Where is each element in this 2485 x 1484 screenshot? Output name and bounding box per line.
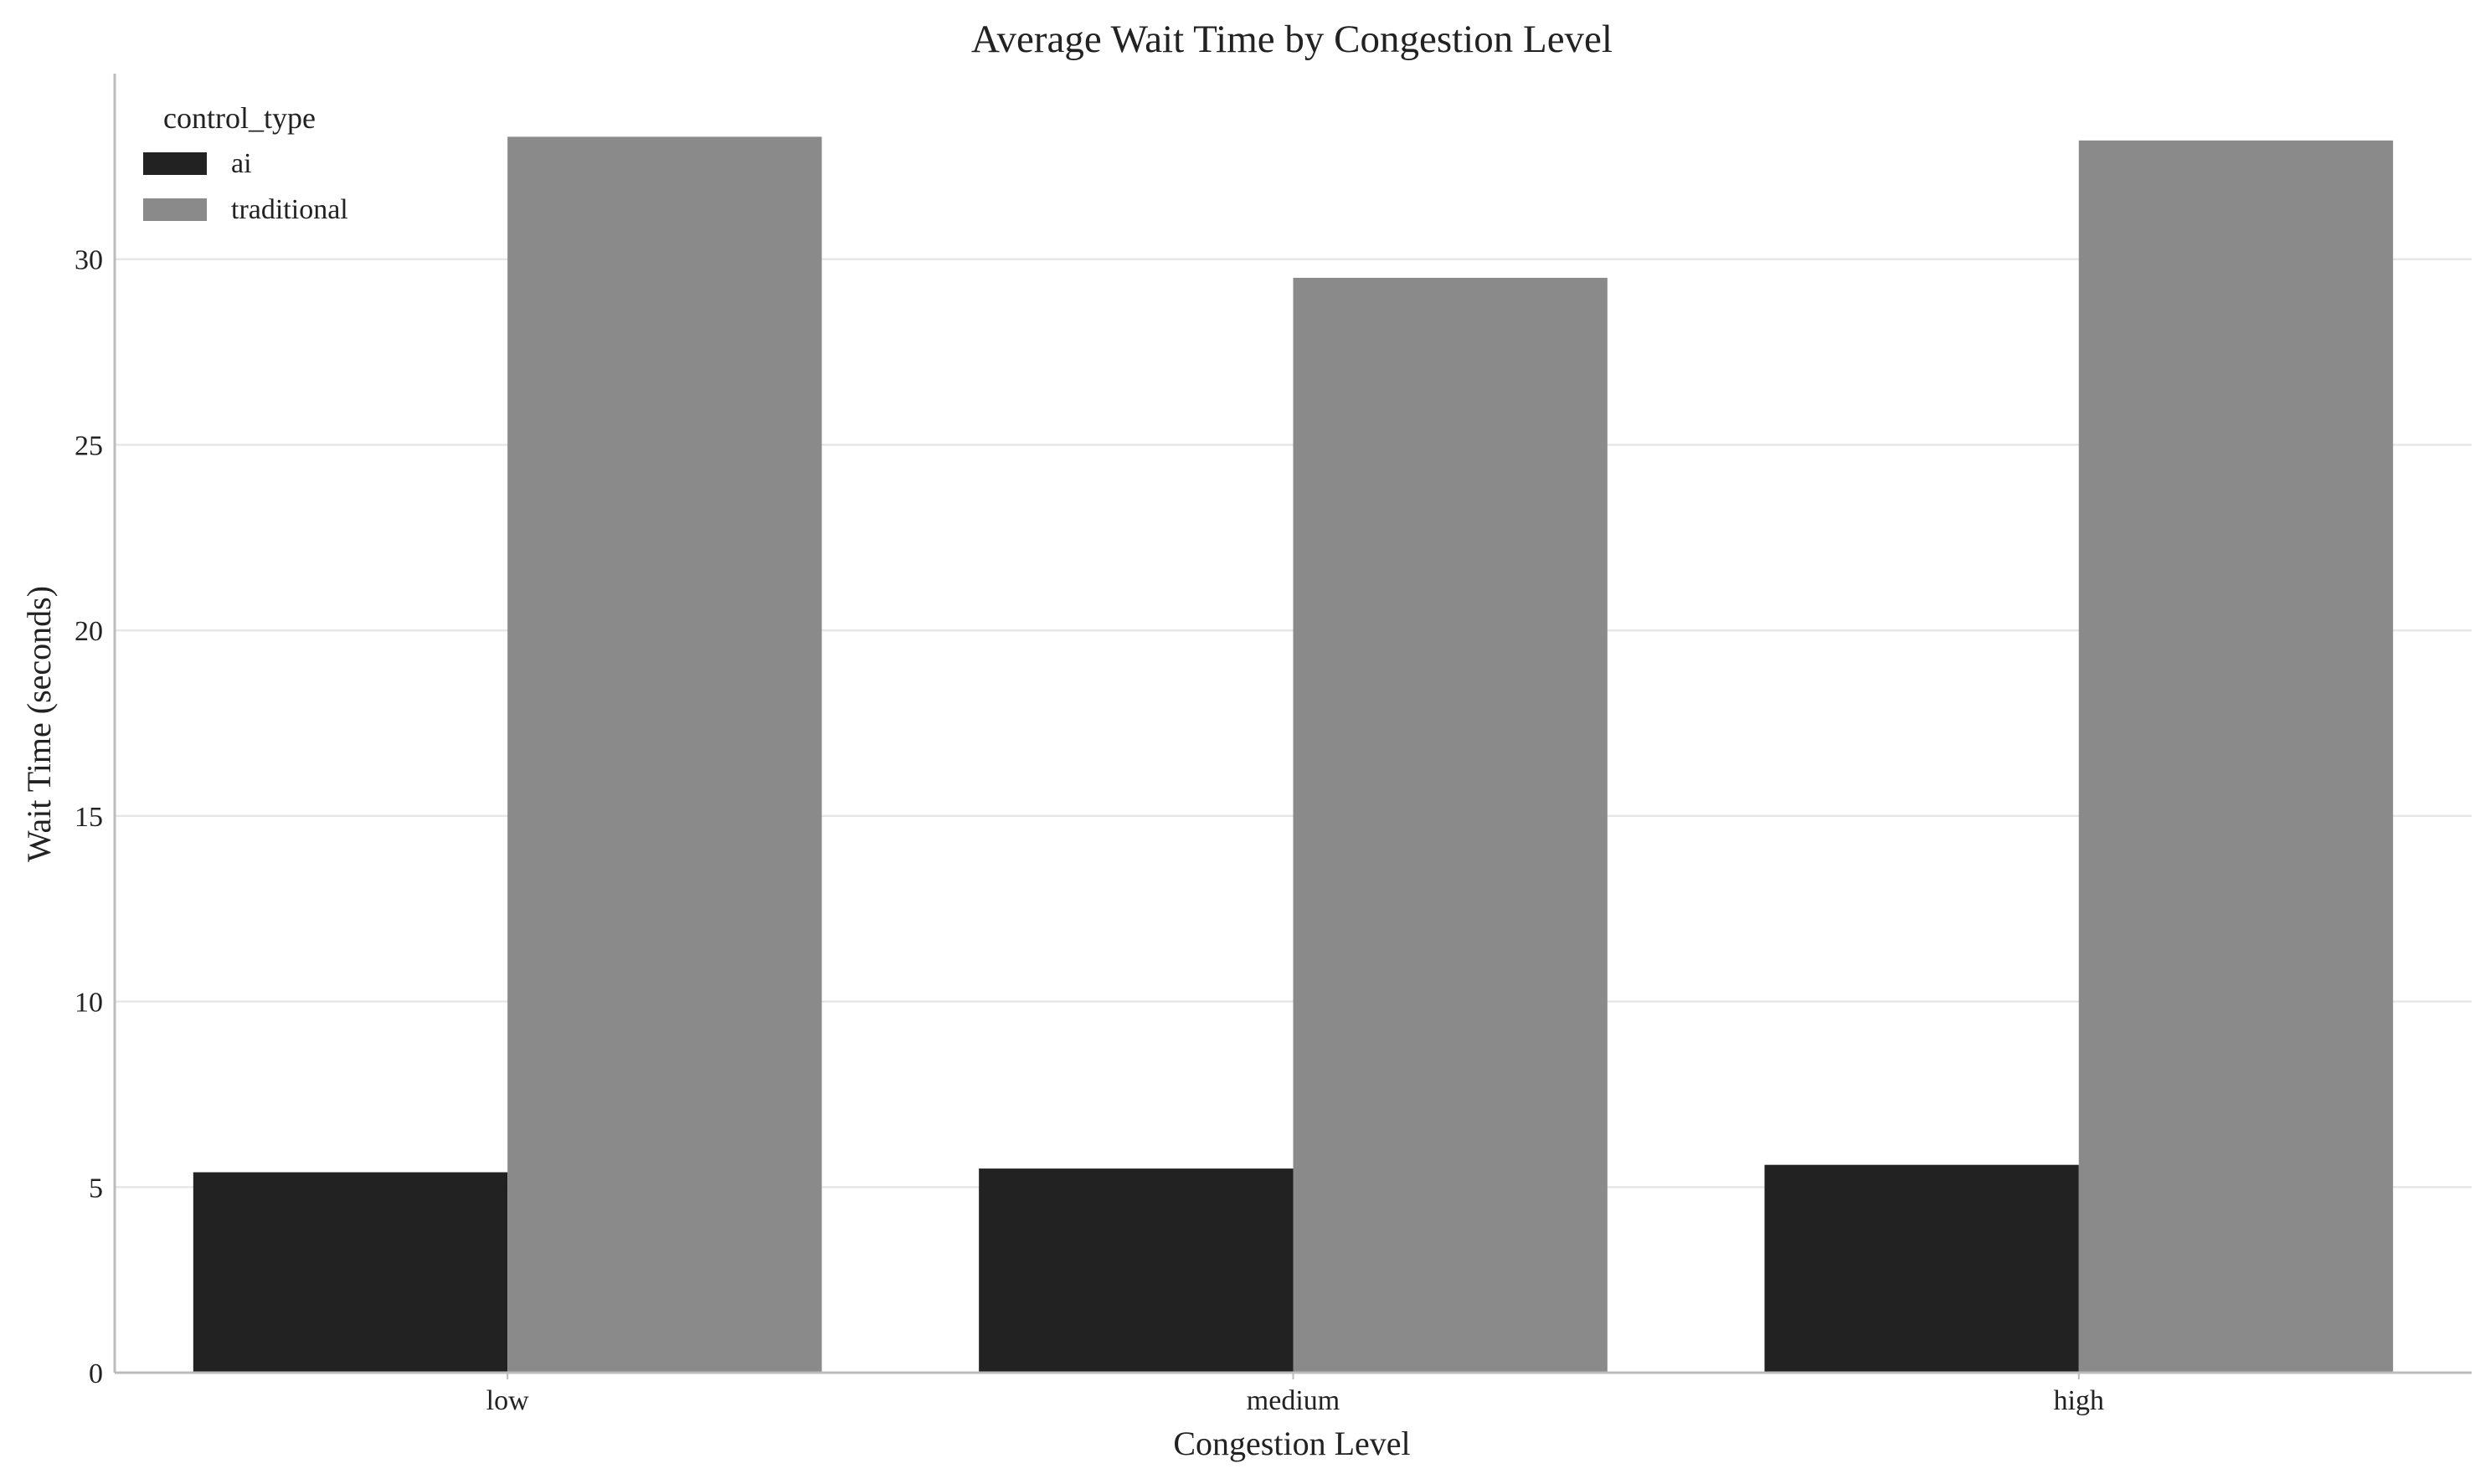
bars	[193, 136, 2394, 1374]
y-tick-label: 15	[75, 802, 103, 833]
y-tick-label: 20	[75, 616, 103, 647]
x-ticks: low medium high	[486, 1373, 2104, 1416]
x-tick-label: low	[486, 1385, 529, 1416]
x-tick-label: medium	[1247, 1385, 1340, 1416]
legend-swatch-ai	[143, 152, 207, 175]
chart-title: Average Wait Time by Congestion Level	[971, 18, 1613, 61]
y-tick-label: 30	[75, 245, 103, 276]
y-tick-label: 10	[75, 988, 103, 1019]
x-tick-label: high	[2054, 1385, 2104, 1416]
bar-traditional-low	[507, 136, 822, 1374]
y-tick-label: 5	[89, 1173, 103, 1204]
legend-label-ai: ai	[231, 148, 252, 179]
bar-ai-high	[1764, 1164, 2079, 1373]
bar-ai-low	[193, 1172, 508, 1373]
bar-ai-medium	[979, 1168, 1294, 1373]
bar-traditional-high	[2078, 140, 2394, 1373]
y-tick-label: 25	[75, 430, 103, 461]
bar-traditional-medium	[1293, 277, 1608, 1373]
legend: control_type ai traditional	[143, 101, 348, 225]
y-ticks: 0 5 10 15 20 25 30	[75, 245, 103, 1389]
x-axis-label: Congestion Level	[1173, 1425, 1410, 1462]
y-axis-label: Wait Time (seconds)	[20, 586, 58, 862]
y-tick-label: 0	[89, 1358, 103, 1389]
legend-label-traditional: traditional	[231, 194, 348, 225]
legend-swatch-traditional	[143, 198, 207, 221]
legend-title: control_type	[163, 101, 316, 135]
